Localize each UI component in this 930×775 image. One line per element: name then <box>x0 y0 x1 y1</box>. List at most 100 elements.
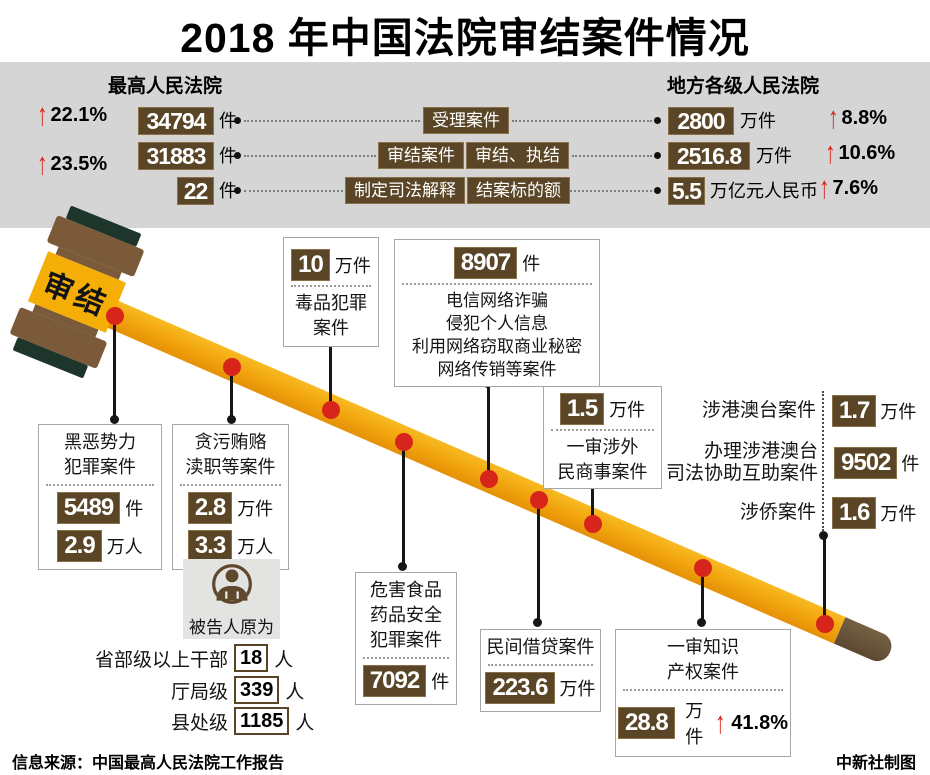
defendants-panel: 被告人原为 <box>183 559 280 639</box>
callout-title-line: 危害食品 <box>370 580 442 600</box>
defendant-unit: 人 <box>285 681 305 703</box>
row-category-label: 制定司法解释 <box>345 177 465 204</box>
stat-unit: 万人 <box>237 537 274 557</box>
up-arrow-icon: ↑ <box>824 135 836 171</box>
line-end-dot <box>110 415 119 424</box>
row-category-label-b: 结案标的额 <box>467 177 570 204</box>
handle-marker-dot <box>223 358 241 376</box>
unit-label: 万件 <box>740 111 776 131</box>
hk-row-label: 涉港澳台案件 <box>701 399 816 421</box>
row-category-label: 审结案件 <box>378 142 464 169</box>
local-accepted-count: 2800 <box>668 107 734 135</box>
dotted-divider <box>822 391 824 531</box>
callout-foreign-cases: 1.5 万件 一审涉外 民商事案件 <box>543 386 662 489</box>
case-value-growth: ↑ 7.6% <box>818 170 879 206</box>
callout-title-line: 贪污贿赂 <box>194 432 267 452</box>
stat-value: 28.8 <box>618 707 675 739</box>
stat-value: 10 <box>291 249 330 281</box>
connector-line <box>402 442 405 567</box>
defendant-icon <box>210 563 254 612</box>
stat-value: 5489 <box>56 492 121 524</box>
stat-row: 7092 件 <box>358 665 454 697</box>
dotted-connector <box>570 190 652 192</box>
hk-row-judicial-assistance: 办理涉港澳台 司法协助互助案件 9502 件 <box>640 441 919 485</box>
local-concluded-growth: ↑ 10.6% <box>824 135 895 171</box>
judicial-interpretations-count: 22 <box>177 177 214 205</box>
stat-row: 2.9 万人 <box>41 530 159 562</box>
handle-marker-dot <box>584 515 602 533</box>
callout-title-line: 渎职等案件 <box>185 457 276 477</box>
stat-value: 8907 <box>453 247 518 279</box>
stat-unit: 万件 <box>237 499 274 519</box>
defendant-count: 18 <box>234 644 269 672</box>
supreme-accepted-count: 34794 <box>138 107 214 135</box>
handle-marker-dot <box>694 559 712 577</box>
callout-title-line: 产权案件 <box>667 662 739 682</box>
up-arrow-icon: ↑ <box>714 704 726 740</box>
dotted-separator <box>402 283 592 285</box>
handle-marker-dot <box>530 491 548 509</box>
dotted-connector <box>512 120 652 122</box>
connector-bullet <box>654 117 661 124</box>
percent-value: 7.6% <box>832 177 879 199</box>
credit-note: 中新社制图 <box>835 755 916 772</box>
connector-line <box>487 383 490 479</box>
defendant-rank-label: 县处级 <box>170 712 228 734</box>
handle-marker-dot <box>816 615 834 633</box>
connector-line <box>591 483 594 524</box>
connector-line <box>329 336 332 410</box>
dotted-connector <box>244 155 376 157</box>
stat-row: 223.6 万件 <box>483 672 598 704</box>
stat-row: 5489 件 <box>41 492 159 524</box>
dotted-connector <box>572 155 652 157</box>
up-arrow-icon: ↑ <box>36 146 48 182</box>
hk-row-label: 涉侨案件 <box>739 501 816 523</box>
defendant-row-bureau: 厅局级 339 人 <box>38 676 304 704</box>
stat-value: 9502 <box>834 447 898 479</box>
callout-ip-cases: 一审知识 产权案件 28.8 万件 ↑ 41.8% <box>615 629 791 757</box>
line-end-dot <box>697 618 706 627</box>
stat-unit: 万件 <box>880 401 917 422</box>
supreme-concluded-growth: ↑ 23.5% <box>36 146 107 182</box>
row-category-label: 受理案件 <box>423 107 509 134</box>
dotted-connector <box>244 190 343 192</box>
connector-line <box>537 500 540 622</box>
callout-title-line: 黑恶势力 <box>64 432 136 452</box>
defendant-row-county: 县处级 1185 人 <box>38 707 314 735</box>
callout-title-line: 侵犯个人信息 <box>446 314 548 333</box>
stat-value: 3.3 <box>187 530 233 562</box>
summary-panel: 最高人民法院 地方各级人民法院 ↑ 22.1% 34794 件 受理案件 280… <box>0 62 930 228</box>
callout-title-line: 犯罪案件 <box>370 630 442 650</box>
unit-label: 件 <box>219 146 237 166</box>
connector-bullet <box>654 187 661 194</box>
stat-value: 2.8 <box>187 492 233 524</box>
connector-bullet <box>654 152 661 159</box>
stat-unit: 万件 <box>334 256 371 276</box>
handle-marker-dot <box>106 307 124 325</box>
connector-line <box>113 316 116 419</box>
callout-private-lending: 民间借贷案件 223.6 万件 <box>480 629 601 712</box>
up-arrow-icon: ↑ <box>818 170 830 206</box>
callout-title-line: 案件 <box>313 318 349 338</box>
line-end-dot <box>398 562 407 571</box>
callout-title-line: 毒品犯罪 <box>295 293 367 313</box>
dotted-separator <box>623 689 783 691</box>
case-value-amount: 5.5 <box>668 177 705 205</box>
stat-value: 1.7 <box>832 394 877 427</box>
unit-label: 万件 <box>756 146 792 166</box>
dotted-separator <box>46 484 154 486</box>
dotted-separator <box>180 484 281 486</box>
handle-marker-dot <box>480 470 498 488</box>
stat-row: 8907 件 <box>397 247 597 279</box>
connector-line <box>823 535 826 624</box>
stat-value: 1.5 <box>559 393 605 425</box>
handle-marker-dot <box>322 401 340 419</box>
unit-label: 件 <box>219 111 237 131</box>
left-court-header: 最高人民法院 <box>108 76 223 97</box>
defendant-rank-label: 省部级以上干部 <box>94 649 228 671</box>
local-concluded-count: 2516.8 <box>668 142 750 170</box>
stat-row: 2.8 万件 <box>175 492 286 524</box>
stat-row: 1.5 万件 <box>546 393 659 425</box>
page-title: 2018 年中国法院审结案件情况 <box>180 15 750 61</box>
